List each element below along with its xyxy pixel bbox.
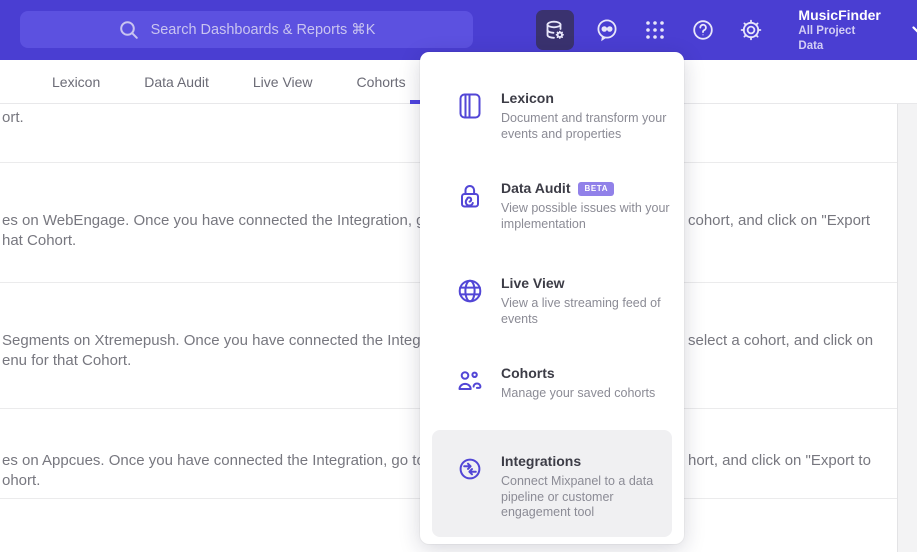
feedback-bubble-icon bbox=[594, 17, 620, 43]
menu-item-title: Cohorts bbox=[501, 365, 555, 381]
sync-icon bbox=[456, 455, 484, 483]
settings-button[interactable] bbox=[737, 16, 765, 44]
globe-icon bbox=[456, 277, 484, 305]
nav-tabs: Lexicon Data Audit Live View Cohorts bbox=[0, 74, 406, 90]
menu-item-description: Manage your saved cohorts bbox=[501, 386, 656, 400]
project-name: MusicFinder bbox=[798, 6, 881, 23]
active-tab-indicator bbox=[410, 100, 425, 104]
content-row-text: Segments on Xtremepush. Once you have co… bbox=[2, 332, 463, 349]
content-row-fragment: ort. bbox=[2, 109, 24, 126]
menu-item-title: Integrations bbox=[501, 453, 582, 469]
people-icon bbox=[456, 367, 484, 395]
apps-button[interactable] bbox=[641, 16, 669, 44]
search-icon bbox=[118, 19, 140, 41]
database-gear-icon bbox=[543, 18, 567, 42]
content-row-text: ohort. bbox=[2, 472, 41, 489]
book-icon bbox=[456, 92, 484, 120]
content-row-text: es on Appcues. Once you have connected t… bbox=[2, 452, 467, 469]
data-management-button[interactable] bbox=[536, 10, 574, 50]
content-row-text: hort, and click on "Export to bbox=[688, 452, 871, 469]
help-button[interactable] bbox=[689, 16, 717, 44]
content-row-text: hat Cohort. bbox=[2, 232, 77, 249]
content-row-text: select a cohort, and click on bbox=[688, 332, 874, 349]
menu-item-integrations[interactable]: Integrations Connect Mixpanel to a data … bbox=[432, 430, 672, 537]
menu-item-title: Live View bbox=[501, 275, 565, 291]
tab-lexicon[interactable]: Lexicon bbox=[52, 73, 101, 90]
top-header: Search Dashboards & Reports ⌘K bbox=[0, 0, 917, 60]
project-switcher[interactable]: MusicFinder All Project Data bbox=[798, 7, 882, 54]
search-placeholder: Search Dashboards & Reports ⌘K bbox=[150, 21, 376, 38]
audit-lock-icon bbox=[456, 182, 484, 210]
menu-item-description: Connect Mixpanel to a data pipeline or c… bbox=[501, 474, 654, 519]
content-row-text: es on WebEngage. Once you have connected… bbox=[2, 212, 475, 229]
menu-item-title: Data Audit bbox=[501, 180, 571, 196]
data-management-dropdown: Lexicon Document and transform your even… bbox=[420, 52, 684, 544]
chevron-down-icon bbox=[912, 25, 917, 35]
feedback-button[interactable] bbox=[594, 16, 622, 44]
scrollbar-track[interactable] bbox=[897, 104, 917, 552]
settings-gear-icon bbox=[738, 17, 764, 43]
tab-live-view[interactable]: Live View bbox=[252, 73, 313, 90]
project-chevron[interactable] bbox=[912, 25, 917, 35]
tab-data-audit[interactable]: Data Audit bbox=[144, 73, 209, 90]
help-icon bbox=[690, 17, 716, 43]
apps-grid-icon bbox=[642, 17, 668, 43]
menu-item-description: View a live streaming feed of events bbox=[501, 296, 661, 326]
project-subtitle: All Project Data bbox=[798, 24, 856, 52]
header-icon-group: MusicFinder All Project Data bbox=[536, 0, 917, 60]
tab-cohorts[interactable]: Cohorts bbox=[356, 73, 406, 90]
menu-item-description: Document and transform your events and p… bbox=[501, 111, 667, 141]
content-row-text: cohort, and click on "Export bbox=[688, 212, 871, 229]
content-row-text: enu for that Cohort. bbox=[2, 352, 132, 369]
menu-item-title: Lexicon bbox=[501, 90, 554, 106]
menu-item-description: View possible issues with your implement… bbox=[501, 201, 670, 231]
beta-badge: BETA bbox=[578, 181, 615, 196]
search-input[interactable]: Search Dashboards & Reports ⌘K bbox=[20, 11, 473, 48]
